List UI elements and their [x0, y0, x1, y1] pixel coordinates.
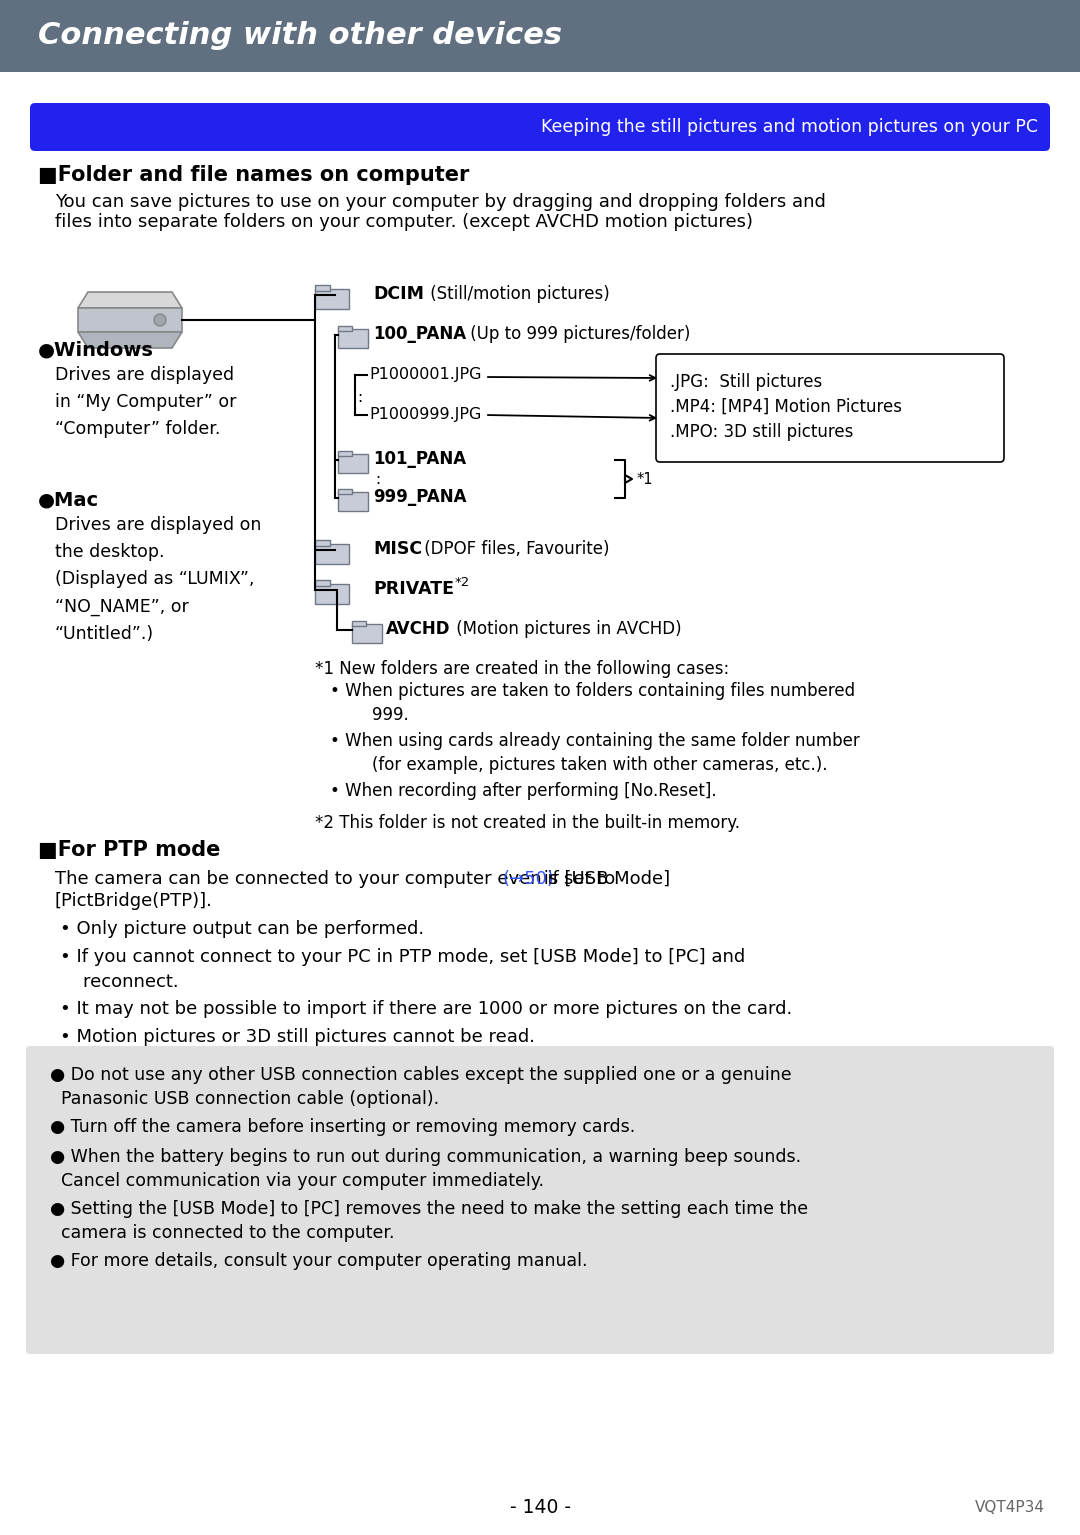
Text: .MP4: [MP4] Motion Pictures: .MP4: [MP4] Motion Pictures [670, 398, 902, 416]
Text: ● Do not use any other USB connection cables except the supplied one or a genuin: ● Do not use any other USB connection ca… [50, 1065, 792, 1108]
Bar [315, 286, 330, 290]
Bar [315, 543, 349, 565]
Bar [338, 328, 368, 347]
Text: 100_PANA: 100_PANA [373, 325, 467, 342]
Text: • When using cards already containing the same folder number
        (for exampl: • When using cards already containing th… [330, 732, 860, 774]
Text: (DPOF files, Favourite): (DPOF files, Favourite) [419, 540, 609, 559]
Text: *2 This folder is not created in the built-in memory.: *2 This folder is not created in the bui… [315, 814, 740, 832]
Text: • When pictures are taken to folders containing files numbered
        999.: • When pictures are taken to folders con… [330, 682, 855, 723]
Text: - 140 -: - 140 - [510, 1498, 570, 1517]
Text: :: : [357, 390, 362, 405]
Text: files into separate folders on your computer. (except AVCHD motion pictures): files into separate folders on your comp… [55, 213, 753, 230]
Bar [315, 289, 349, 309]
Text: *1: *1 [637, 471, 653, 487]
Text: [PictBridge(PTP)].: [PictBridge(PTP)]. [55, 892, 213, 910]
Bar [338, 493, 368, 511]
Text: is set to: is set to [538, 870, 616, 889]
Bar [315, 540, 330, 545]
Text: ■Folder and file names on computer: ■Folder and file names on computer [38, 164, 470, 186]
Bar [315, 583, 349, 605]
Text: :: : [375, 473, 380, 488]
Text: DCIM: DCIM [373, 286, 424, 302]
Bar [0, 0, 1080, 72]
Text: ● Turn off the camera before inserting or removing memory cards.: ● Turn off the camera before inserting o… [50, 1117, 635, 1136]
Text: (Motion pictures in AVCHD): (Motion pictures in AVCHD) [451, 620, 681, 639]
Text: (Still/motion pictures): (Still/motion pictures) [426, 286, 610, 302]
Polygon shape [78, 332, 183, 348]
Text: ●Windows: ●Windows [38, 339, 153, 359]
Text: You can save pictures to use on your computer by dragging and dropping folders a: You can save pictures to use on your com… [55, 193, 826, 210]
Text: • Motion pictures or 3D still pictures cannot be read.: • Motion pictures or 3D still pictures c… [60, 1028, 535, 1045]
Text: Drives are displayed on
the desktop.
(Displayed as “LUMIX”,
“NO_NAME”, or
“Untit: Drives are displayed on the desktop. (Di… [55, 516, 261, 643]
Bar [352, 622, 365, 626]
FancyBboxPatch shape [656, 355, 1004, 462]
Text: (Up to 999 pictures/folder): (Up to 999 pictures/folder) [465, 325, 690, 342]
Text: P1000999.JPG: P1000999.JPG [369, 407, 482, 422]
Text: *1 New folders are created in the following cases:: *1 New folders are created in the follow… [315, 660, 729, 678]
Text: ■For PTP mode: ■For PTP mode [38, 840, 220, 860]
Polygon shape [78, 309, 183, 332]
FancyBboxPatch shape [26, 1045, 1054, 1354]
Bar [338, 490, 351, 494]
FancyBboxPatch shape [30, 103, 1050, 150]
Text: .JPG:  Still pictures: .JPG: Still pictures [670, 373, 822, 391]
Text: • It may not be possible to import if there are 1000 or more pictures on the car: • It may not be possible to import if th… [60, 999, 793, 1018]
Text: AVCHD: AVCHD [386, 620, 450, 639]
Bar [338, 451, 351, 456]
Bar [352, 625, 382, 643]
Text: P1000001.JPG: P1000001.JPG [369, 367, 482, 382]
Text: ●Mac: ●Mac [38, 490, 99, 510]
Text: Drives are displayed
in “My Computer” or
“Computer” folder.: Drives are displayed in “My Computer” or… [55, 365, 237, 437]
Text: ● For more details, consult your computer operating manual.: ● For more details, consult your compute… [50, 1253, 588, 1269]
Text: Keeping the still pictures and motion pictures on your PC: Keeping the still pictures and motion pi… [541, 118, 1038, 137]
Text: ● Setting the [USB Mode] to [PC] removes the need to make the setting each time : ● Setting the [USB Mode] to [PC] removes… [50, 1200, 808, 1242]
Text: • When recording after performing [No.Reset].: • When recording after performing [No.Re… [330, 781, 717, 800]
Text: • Only picture output can be performed.: • Only picture output can be performed. [60, 919, 424, 938]
Text: The camera can be connected to your computer even if [USB Mode]: The camera can be connected to your comp… [55, 870, 676, 889]
Text: Connecting with other devices: Connecting with other devices [38, 21, 562, 51]
Text: VQT4P34: VQT4P34 [975, 1500, 1045, 1515]
Text: 999_PANA: 999_PANA [373, 488, 467, 507]
Text: ● When the battery begins to run out during communication, a warning beep sounds: ● When the battery begins to run out dur… [50, 1148, 801, 1190]
Bar [338, 454, 368, 473]
Text: *2: *2 [455, 576, 470, 588]
Bar [338, 327, 351, 332]
Text: MISC: MISC [373, 540, 422, 559]
Text: 101_PANA: 101_PANA [373, 450, 467, 468]
Text: PRIVATE: PRIVATE [373, 580, 454, 599]
Text: • If you cannot connect to your PC in PTP mode, set [USB Mode] to [PC] and
    r: • If you cannot connect to your PC in PT… [60, 949, 745, 992]
Bar [315, 580, 330, 585]
Text: (→50): (→50) [503, 870, 555, 889]
Text: .MPO: 3D still pictures: .MPO: 3D still pictures [670, 424, 853, 441]
Polygon shape [78, 292, 183, 309]
Circle shape [154, 315, 166, 325]
